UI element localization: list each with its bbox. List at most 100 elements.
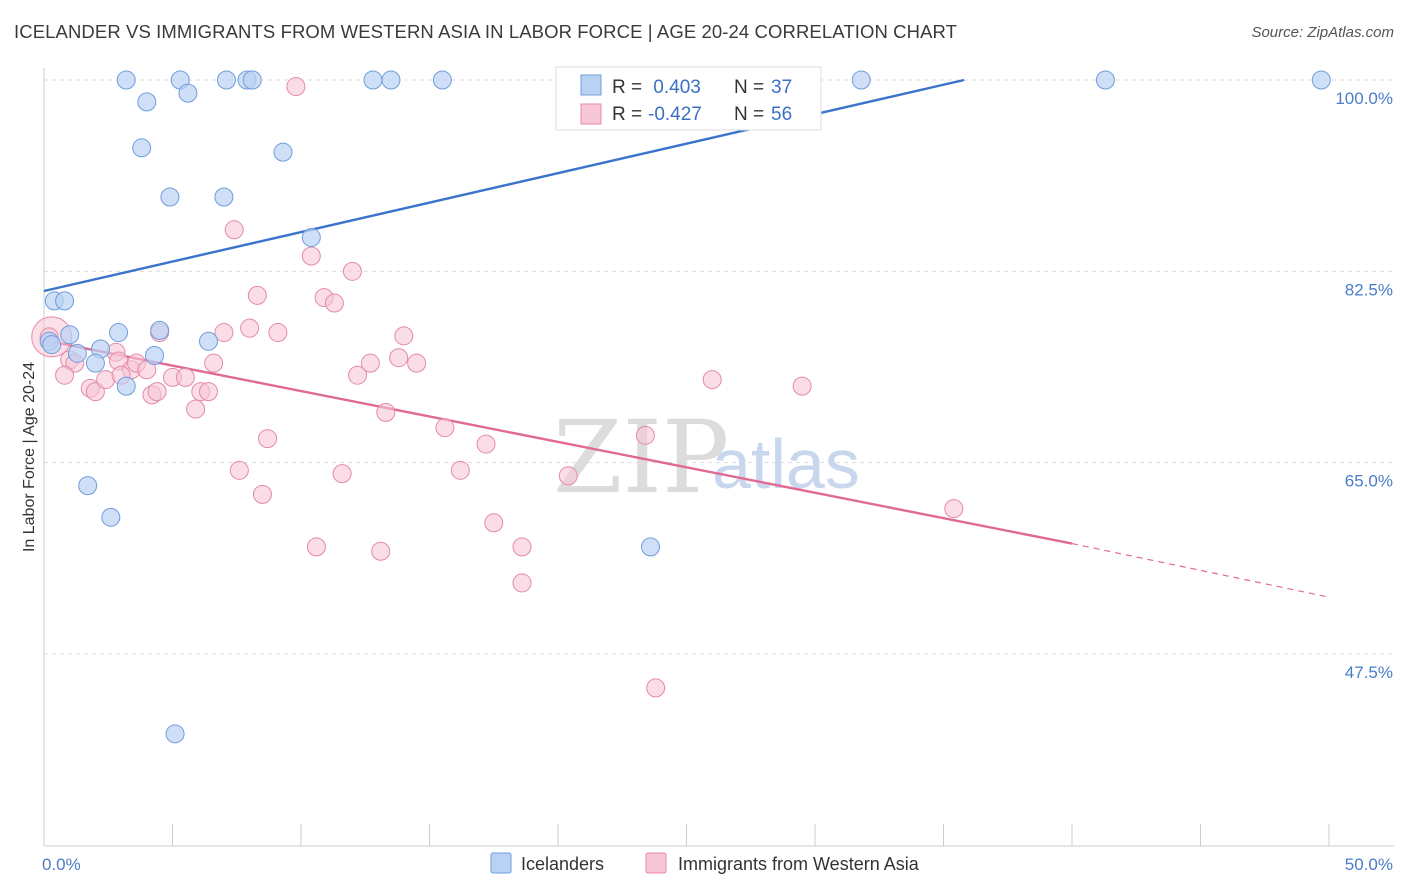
data-point xyxy=(214,323,234,343)
data-point xyxy=(242,70,262,90)
legend-r-label-pink: R = xyxy=(612,104,642,125)
data-point xyxy=(371,541,391,561)
legend-swatch-pink xyxy=(580,103,602,125)
data-point xyxy=(150,320,170,340)
data-point xyxy=(558,466,578,486)
legend-r-value-blue: 0.403 xyxy=(648,77,701,98)
watermark: ZIP atlas xyxy=(553,399,860,516)
data-point xyxy=(198,331,218,351)
data-point xyxy=(1311,70,1331,90)
series-legend-label-western-asia: Immigrants from Western Asia xyxy=(678,854,920,874)
data-point xyxy=(944,499,964,519)
series-legend: Icelanders Immigrants from Western Asia xyxy=(490,852,920,874)
data-point xyxy=(137,92,157,112)
data-point xyxy=(109,323,129,343)
data-point xyxy=(306,537,326,557)
data-point xyxy=(165,724,185,744)
data-point xyxy=(42,335,62,355)
blue-series-points xyxy=(39,70,1331,744)
data-point xyxy=(1095,70,1115,90)
data-point xyxy=(376,402,396,422)
legend-n-label-pink: N = xyxy=(734,104,764,125)
data-point xyxy=(214,187,234,207)
data-point xyxy=(348,365,368,385)
data-point xyxy=(641,537,661,557)
data-point xyxy=(324,293,344,313)
data-point xyxy=(301,227,321,247)
data-point xyxy=(229,460,249,480)
data-point xyxy=(512,537,532,557)
data-point xyxy=(186,399,206,419)
trendline xyxy=(43,78,965,293)
data-point xyxy=(389,348,409,368)
pink-series-points xyxy=(31,77,964,698)
data-point xyxy=(407,353,427,373)
data-point xyxy=(363,70,383,90)
tick-labels: 100.0% 82.5% 65.0% 47.5% 0.0% 50.0% xyxy=(42,89,1393,874)
legend-n-value-blue: 37 xyxy=(771,77,792,98)
y-axis-title: In Labor Force | Age 20-24 xyxy=(21,362,38,552)
data-point xyxy=(78,476,98,496)
y-tick-label: 65.0% xyxy=(1345,472,1393,491)
legend-swatch-blue xyxy=(580,74,602,96)
data-point xyxy=(381,70,401,90)
data-point xyxy=(258,429,278,449)
data-point xyxy=(332,464,352,484)
data-point xyxy=(252,484,272,504)
legend-n-value-pink: 56 xyxy=(771,104,792,125)
x-tick-label: 0.0% xyxy=(42,855,81,874)
data-point xyxy=(360,353,380,373)
y-tick-label: 82.5% xyxy=(1345,280,1393,299)
legend-n-label-blue: N = xyxy=(734,77,764,98)
watermark-atlas: atlas xyxy=(712,425,860,503)
data-point xyxy=(116,376,136,396)
trendline xyxy=(43,339,1073,545)
data-point xyxy=(342,261,362,281)
data-point xyxy=(224,220,244,240)
data-point xyxy=(273,142,293,162)
data-point xyxy=(178,83,198,103)
axes xyxy=(43,68,1394,847)
data-point xyxy=(394,326,414,346)
data-point xyxy=(286,77,306,97)
data-point xyxy=(101,507,121,527)
trendlines xyxy=(43,78,1330,598)
chart-title: ICELANDER VS IMMIGRANTS FROM WESTERN ASI… xyxy=(14,21,958,42)
legend-r-value-pink: -0.427 xyxy=(648,104,702,125)
data-point xyxy=(147,382,167,402)
series-legend-swatch-pink xyxy=(645,852,667,874)
series-legend-swatch-blue xyxy=(490,852,512,874)
data-point xyxy=(512,573,532,593)
data-point xyxy=(145,346,165,366)
legend-r-label-blue: R = xyxy=(612,77,642,98)
data-point xyxy=(702,370,722,390)
data-point xyxy=(67,343,87,363)
data-point xyxy=(240,318,260,338)
data-point xyxy=(851,70,871,90)
data-point xyxy=(792,376,812,396)
data-point xyxy=(435,418,455,438)
data-point xyxy=(85,353,105,373)
data-point xyxy=(198,382,218,402)
data-point xyxy=(60,325,80,345)
data-point xyxy=(450,460,470,480)
trendline xyxy=(1071,542,1330,598)
data-point xyxy=(476,434,496,454)
y-tick-label: 47.5% xyxy=(1345,663,1393,682)
data-point xyxy=(55,365,75,385)
data-point xyxy=(635,425,655,445)
chart-source: Source: ZipAtlas.com xyxy=(1251,24,1394,41)
series-legend-label-icelanders: Icelanders xyxy=(521,854,604,874)
data-point xyxy=(646,678,666,698)
data-point xyxy=(55,291,75,311)
correlation-legend: R = 0.403 N = 37 R = -0.427 N = 56 xyxy=(555,66,822,131)
data-point xyxy=(132,138,152,158)
data-point xyxy=(116,70,136,90)
data-point xyxy=(432,70,452,90)
data-point xyxy=(247,285,267,305)
data-point xyxy=(484,513,504,533)
data-point xyxy=(175,367,195,387)
y-tick-label: 100.0% xyxy=(1335,89,1393,108)
data-point xyxy=(301,246,321,266)
